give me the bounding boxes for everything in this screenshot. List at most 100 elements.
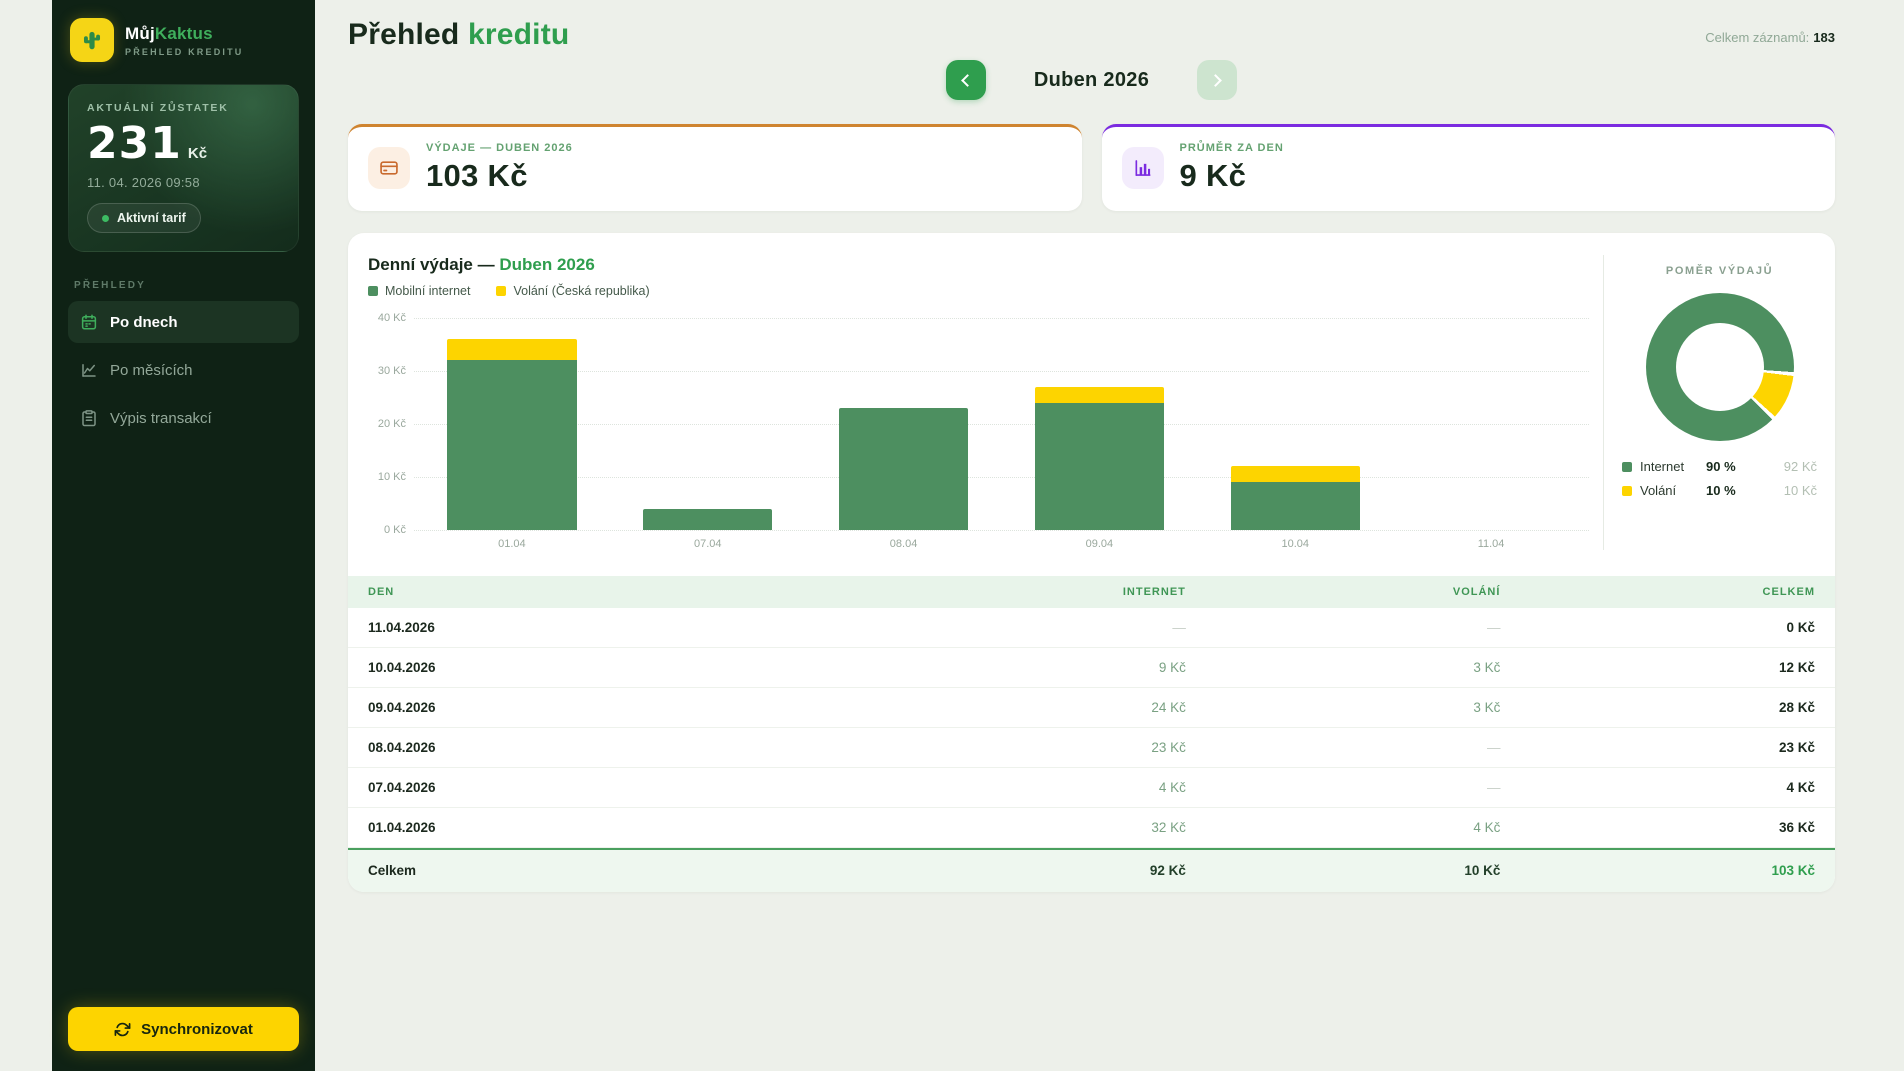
refresh-icon xyxy=(114,1021,131,1038)
x-axis-label: 07.04 xyxy=(693,538,722,550)
expenses-card-label: VÝDAJE — DUBEN 2026 xyxy=(426,142,573,154)
records-count: Celkem záznamů: 183 xyxy=(1705,30,1835,45)
sidebar: MůjKaktus PŘEHLED KREDITU AKTUÁLNÍ ZŮSTA… xyxy=(52,0,315,1071)
active-tariff-badge: Aktivní tarif xyxy=(87,203,201,233)
brand: MůjKaktus PŘEHLED KREDITU xyxy=(68,18,299,62)
records-value: 183 xyxy=(1813,30,1835,45)
legend-item-internet: Mobilní internet xyxy=(368,284,470,298)
bar-chart: 40 Kč 30 Kč 20 Kč 10 Kč 0 Kč xyxy=(368,312,1589,536)
table-header: DEN INTERNET VOLÁNÍ CELKEM xyxy=(348,576,1835,608)
table-footer-row: Celkem 92 Kč 10 Kč 103 Kč xyxy=(348,848,1835,892)
y-axis-label: 30 Kč xyxy=(377,365,406,377)
donut-legend-row: Internet 90 % 92 Kč xyxy=(1622,459,1817,474)
bar-slot xyxy=(806,318,1002,530)
cactus-icon xyxy=(79,27,105,53)
bar-stack xyxy=(1034,318,1164,530)
table-row: 11.04.2026 — — 0 Kč xyxy=(348,608,1835,648)
donut-legend-row: Volání 10 % 10 Kč xyxy=(1622,483,1817,498)
table-cell: — xyxy=(1486,780,1501,795)
previous-month-button[interactable] xyxy=(945,60,986,100)
table-cell: 24 Kč xyxy=(1151,700,1186,715)
donut-legend-percent: 10 % xyxy=(1706,483,1736,498)
daily-table: DEN INTERNET VOLÁNÍ CELKEM 11.04.2026 — — 0 Kč… xyxy=(348,576,1835,892)
balance-amount: 231 Kč xyxy=(87,122,280,166)
sidebar-item-po-mesicich[interactable]: Po měsících xyxy=(68,349,299,391)
bar-segment-internet xyxy=(838,408,969,530)
table-cell: — xyxy=(1486,620,1501,635)
line-chart-icon xyxy=(80,361,98,379)
table-cell: 23 Kč xyxy=(1778,740,1815,755)
chevron-left-icon xyxy=(960,73,974,87)
gridline xyxy=(414,424,1589,425)
balance-label: AKTUÁLNÍ ZŮSTATEK xyxy=(87,102,229,114)
table-header-cell: CELKEM xyxy=(1762,586,1815,598)
bar-slot xyxy=(414,318,610,530)
bar-segment-internet xyxy=(643,508,773,530)
legend-swatch-internet xyxy=(1622,461,1632,472)
table-header-cell: DEN xyxy=(368,586,395,598)
x-axis-label: 11.04 xyxy=(1477,538,1505,550)
table-cell: 4 Kč xyxy=(1473,820,1501,835)
main-content: Přehled kreditu Celkem záznamů: 183 Duben… xyxy=(315,0,1904,1071)
daily-expenses-panel: Denní výdaje — Duben 2026 Mobilní intern… xyxy=(348,233,1835,892)
table-row: 10.04.2026 9 Kč 3 Kč 12 Kč xyxy=(348,648,1835,688)
table-cell: 12 Kč xyxy=(1778,660,1815,675)
balance-currency: Kč xyxy=(187,145,208,162)
expenses-card: VÝDAJE — DUBEN 2026 103 Kč xyxy=(348,124,1082,211)
synchronize-button[interactable]: Synchronizovat xyxy=(68,1007,299,1051)
bar-segment-internet xyxy=(1230,482,1360,530)
table-cell: 08.04.2026 xyxy=(368,740,436,755)
table-cell: 28 Kč xyxy=(1778,700,1815,715)
table-body: 11.04.2026 — — 0 Kč 10.04.2026 9 Kč 3 Kč 12 Kč 0… xyxy=(348,608,1835,848)
chevron-right-icon xyxy=(1209,73,1222,87)
bar-stack xyxy=(1230,318,1360,530)
bar-segment-volani xyxy=(1034,386,1164,403)
donut-section: POMĚR VÝDAJŮ Internet 90 % 92 Kč Volání 10 %… xyxy=(1603,255,1835,550)
bar-segment-internet xyxy=(1034,402,1164,530)
daily-average-card: PRŮMĚR ZA DEN 9 Kč xyxy=(1101,124,1835,211)
table-cell: 32 Kč xyxy=(1151,820,1186,835)
balance-card: AKTUÁLNÍ ZŮSTATEK 231 Kč 11. 04. 2026 09… xyxy=(68,84,299,252)
x-axis-label: 01.04 xyxy=(498,538,526,550)
month-navigation: Duben 2026 xyxy=(348,60,1835,100)
donut-legend-percent: 90 % xyxy=(1706,459,1736,474)
legend-swatch-internet xyxy=(368,286,378,296)
footer-grand-total: 103 Kč xyxy=(1771,863,1815,878)
clipboard-icon xyxy=(80,409,98,427)
table-row: 08.04.2026 23 Kč — 23 Kč xyxy=(348,728,1835,768)
y-axis-label: 0 Kč xyxy=(383,524,406,536)
current-month-label: Duben 2026 xyxy=(1033,68,1150,91)
footer-internet-total: 92 Kč xyxy=(1149,863,1186,878)
table-cell: 4 Kč xyxy=(1786,780,1815,795)
bar-stack xyxy=(1426,318,1555,530)
sidebar-item-po-dnech[interactable]: Po dnech xyxy=(68,301,299,343)
table-cell: 07.04.2026 xyxy=(368,780,436,795)
daily-average-card-value: 9 Kč xyxy=(1179,158,1247,193)
x-axis-label: 08.04 xyxy=(889,538,918,550)
donut-legend: Internet 90 % 92 Kč Volání 10 % 10 Kč xyxy=(1622,459,1817,498)
chart-title: Denní výdaje — Duben 2026 xyxy=(368,255,595,274)
bar-chart-icon xyxy=(1121,147,1164,189)
table-cell: — xyxy=(1172,620,1186,635)
brand-text: MůjKaktus PŘEHLED KREDITU xyxy=(125,24,244,57)
balance-timestamp: 11. 04. 2026 09:58 xyxy=(87,175,200,190)
donut-chart xyxy=(1645,293,1794,441)
bar-stack xyxy=(447,318,577,530)
chart-area: Denní výdaje — Duben 2026 Mobilní intern… xyxy=(348,255,1835,550)
bar-slot xyxy=(1001,318,1197,530)
gridline xyxy=(414,530,1589,531)
summary-cards: VÝDAJE — DUBEN 2026 103 Kč PRŮMĚR ZA DEN… xyxy=(348,124,1835,211)
next-month-button[interactable] xyxy=(1197,60,1238,100)
bar-segment-volani xyxy=(447,339,577,361)
table-cell: — xyxy=(1486,740,1501,755)
table-row: 01.04.2026 32 Kč 4 Kč 36 Kč xyxy=(348,808,1835,848)
sidebar-section-label: PŘEHLEDY xyxy=(74,280,147,291)
donut-legend-amount: 10 Kč xyxy=(1783,483,1817,498)
app-logo xyxy=(70,18,114,62)
bar-stack xyxy=(838,318,969,530)
y-axis-label: 10 Kč xyxy=(377,471,406,483)
legend-swatch-volani xyxy=(496,286,507,296)
sidebar-item-label: Po dnech xyxy=(110,313,178,331)
page-header: Přehled kreditu Celkem záznamů: 183 xyxy=(348,18,1835,52)
sidebar-item-vypis-transakci[interactable]: Výpis transakcí xyxy=(68,397,299,439)
